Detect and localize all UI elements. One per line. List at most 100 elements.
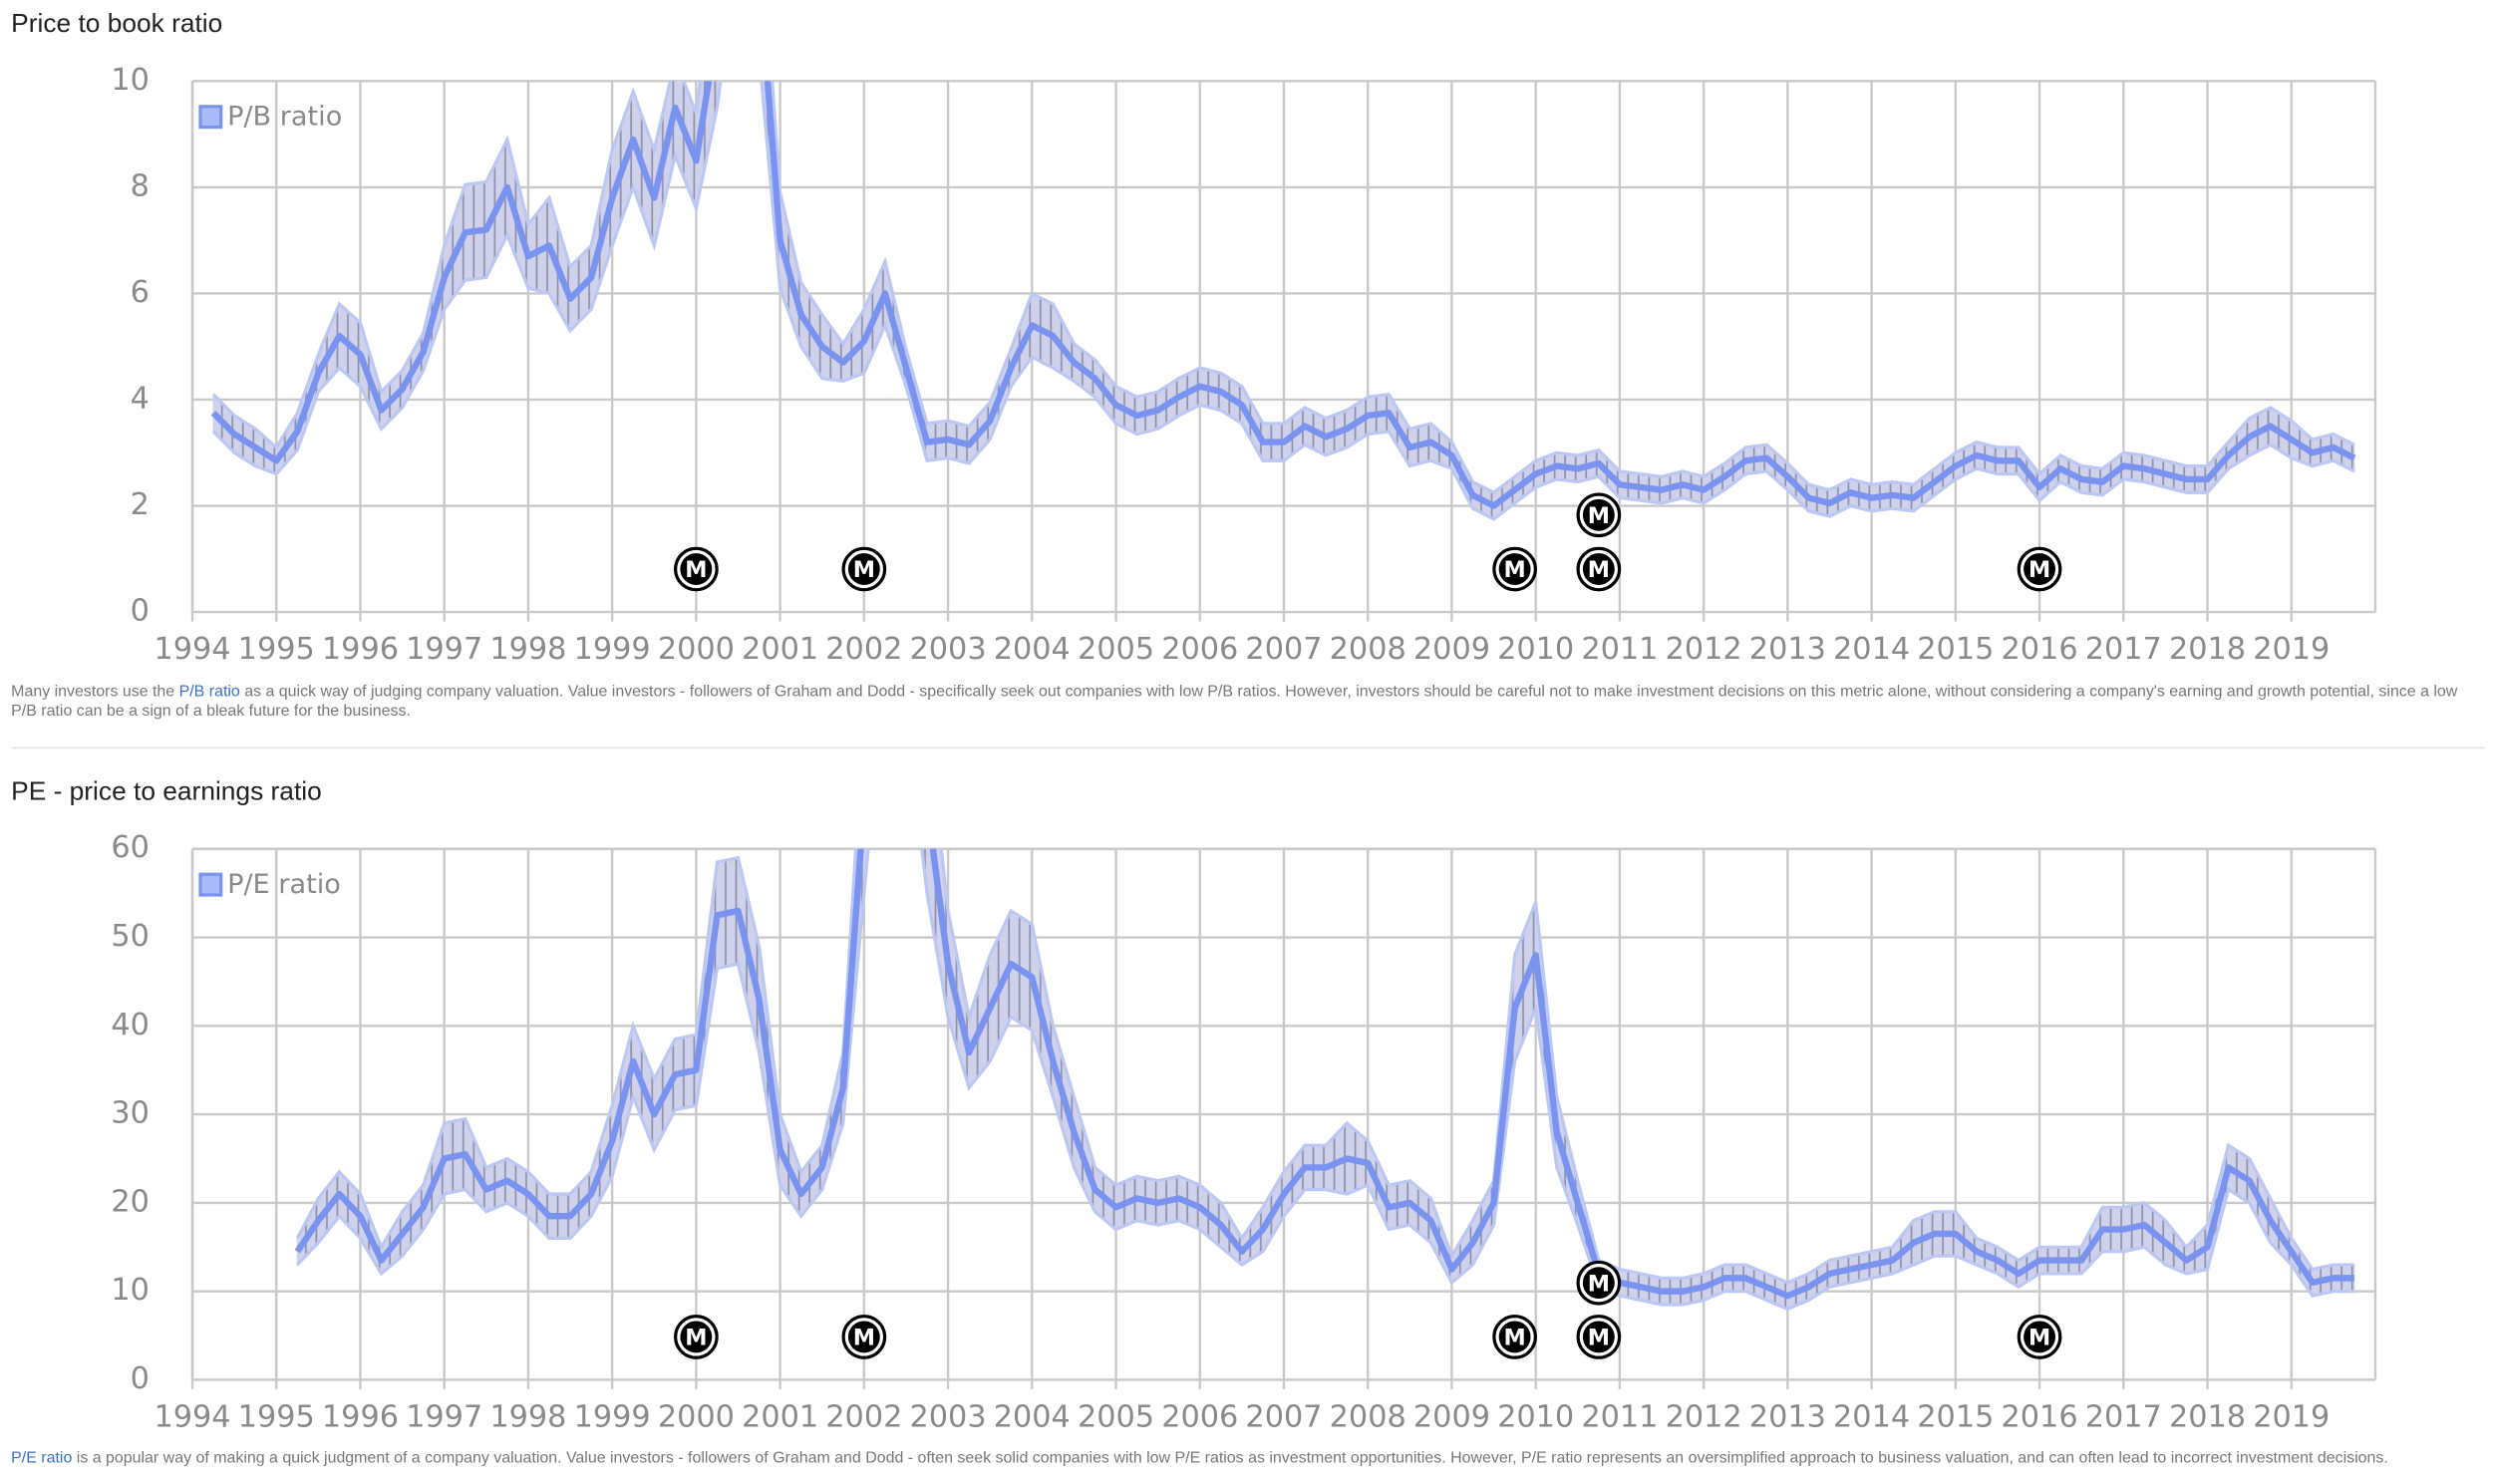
- event-marker: M: [674, 546, 719, 592]
- x-tick-label: 2001: [742, 632, 818, 667]
- link[interactable]: P/E ratio: [11, 1449, 73, 1468]
- event-marker: M: [1492, 1315, 1537, 1359]
- x-tick-label: 2016: [2002, 632, 2078, 667]
- marker-label: M: [2028, 1326, 2050, 1351]
- y-tick-label: 8: [131, 168, 150, 203]
- x-tick-label: 2018: [2169, 1399, 2246, 1434]
- separator: [11, 746, 2486, 749]
- event-marker: M: [674, 1315, 719, 1359]
- marker-label: M: [1504, 557, 1526, 583]
- x-tick-label: 2015: [1917, 1399, 1994, 1434]
- x-tick-label: 2002: [825, 632, 902, 667]
- event-marker: M: [2017, 546, 2062, 592]
- x-tick-label: 1999: [574, 1399, 651, 1434]
- x-tick-label: 2008: [1330, 632, 1406, 667]
- x-tick-label: 2014: [1833, 632, 1910, 667]
- marker-dot: [1498, 553, 1531, 585]
- marker-label: M: [1588, 1271, 1610, 1297]
- y-tick-label: 40: [111, 1008, 150, 1042]
- band-edge: [296, 848, 2354, 1312]
- line: [210, 81, 2356, 509]
- x-tick-label: 2013: [1749, 1399, 1826, 1434]
- x-tick-label: 2014: [1833, 1399, 1910, 1434]
- event-marker: M: [841, 546, 887, 592]
- legend-swatch: [198, 105, 223, 130]
- legend-swatch: [198, 872, 223, 897]
- band-edge: [211, 81, 2355, 521]
- event-marker: M: [1576, 492, 1622, 538]
- y-tick-label: 60: [111, 830, 150, 865]
- x-tick-label: 2009: [1413, 1399, 1490, 1434]
- x-tick-label: 2017: [2085, 632, 2162, 667]
- marker-dot: [847, 553, 880, 585]
- plot-area: [294, 848, 2355, 1312]
- x-tick-label: 2002: [825, 1399, 902, 1434]
- description: Many investors use the P/B ratio as a qu…: [11, 684, 2472, 721]
- legend-label: P/E ratio: [227, 869, 341, 900]
- x-tick-label: 2005: [1078, 1399, 1154, 1434]
- x-tick-label: 2011: [1581, 1399, 1658, 1434]
- marker-dot: [1582, 1267, 1615, 1300]
- marker-dot: [1582, 498, 1615, 531]
- x-tick-label: 2010: [1497, 1399, 1574, 1434]
- marker-label: M: [685, 1326, 707, 1351]
- y-tick-label: 50: [111, 919, 150, 954]
- line: [294, 848, 2354, 1300]
- x-tick-label: 1995: [238, 632, 315, 667]
- y-tick-label: 10: [111, 63, 150, 98]
- marker-label: M: [853, 557, 875, 583]
- x-tick-label: 2005: [1078, 632, 1154, 667]
- range-band: [444, 184, 467, 311]
- marker-label: M: [2028, 557, 2050, 583]
- marker-label: M: [1588, 1326, 1610, 1351]
- x-tick-label: 1998: [489, 1399, 566, 1434]
- x-tick-label: 2000: [658, 1399, 735, 1434]
- x-tick-label: 2016: [2002, 1399, 2078, 1434]
- marker-label: M: [1588, 503, 1610, 529]
- y-tick-label: 4: [131, 381, 150, 416]
- x-tick-label: 2006: [1161, 1399, 1238, 1434]
- x-tick-label: 2012: [1666, 1399, 1742, 1434]
- text: Many investors use the: [11, 683, 179, 702]
- text: is a popular way of making a quick judgm…: [72, 1449, 2388, 1468]
- x-tick-label: 2018: [2169, 632, 2246, 667]
- y-tick-label: 20: [111, 1184, 150, 1219]
- section-title: Price to book ratio: [11, 9, 223, 39]
- event-marker: M: [841, 1315, 887, 1359]
- y-tick-label: 0: [131, 594, 150, 629]
- x-tick-label: 1996: [322, 1399, 399, 1434]
- marker-dot: [680, 553, 713, 585]
- x-tick-label: 2000: [658, 632, 735, 667]
- y-tick-label: 6: [131, 275, 150, 310]
- x-tick-label: 2013: [1749, 632, 1826, 667]
- x-tick-label: 1997: [406, 632, 482, 667]
- marker-dot: [2024, 553, 2056, 585]
- marker-dot: [1582, 1321, 1615, 1353]
- y-tick-label: 0: [131, 1361, 150, 1396]
- range-band: [738, 0, 759, 55]
- x-tick-label: 2003: [910, 1399, 987, 1434]
- x-tick-label: 2011: [1581, 632, 1658, 667]
- x-tick-label: 2003: [910, 632, 987, 667]
- event-marker: M: [1576, 1315, 1622, 1359]
- event-marker: M: [1576, 546, 1622, 592]
- link[interactable]: P/B ratio: [178, 683, 240, 702]
- event-marker: M: [1576, 1260, 1622, 1306]
- y-tick-label: 30: [111, 1096, 150, 1131]
- x-tick-label: 1995: [238, 1399, 315, 1434]
- marker-dot: [1582, 553, 1615, 585]
- legend-label: P/B ratio: [227, 102, 342, 133]
- marker-dot: [847, 1321, 880, 1353]
- event-marker: M: [1492, 546, 1537, 592]
- x-tick-label: 2006: [1161, 632, 1238, 667]
- y-tick-label: 10: [111, 1273, 150, 1308]
- band-edge: [295, 848, 2354, 1285]
- band-edge: [211, 81, 2355, 495]
- x-tick-label: 2015: [1917, 632, 1994, 667]
- x-tick-label: 2010: [1497, 632, 1574, 667]
- marker-dot: [2024, 1321, 2056, 1353]
- x-tick-label: 2004: [994, 1399, 1071, 1434]
